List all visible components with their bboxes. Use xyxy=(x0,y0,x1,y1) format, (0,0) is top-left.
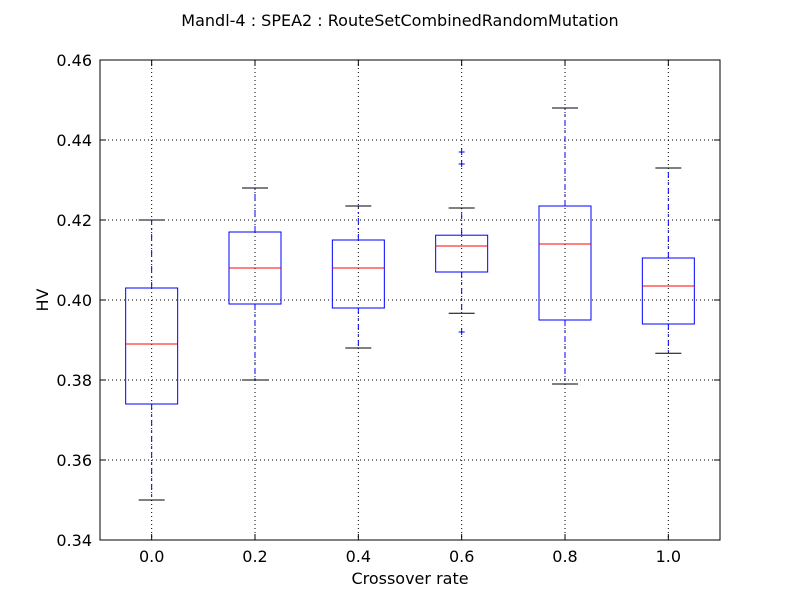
box-group xyxy=(228,187,282,381)
box-iqr xyxy=(538,205,592,321)
y-tick-label: 0.36 xyxy=(56,451,92,470)
box-group xyxy=(331,205,385,349)
x-tick-label: 0.0 xyxy=(139,547,164,566)
outlier-point xyxy=(458,161,465,167)
box-iqr xyxy=(125,287,179,405)
y-tick-label: 0.40 xyxy=(56,291,92,310)
y-tick-label: 0.34 xyxy=(56,531,92,550)
y-tick-label: 0.42 xyxy=(56,211,92,230)
box-iqr xyxy=(435,234,489,273)
box-iqr xyxy=(331,239,385,309)
box-group xyxy=(641,167,695,354)
box-group xyxy=(538,107,592,385)
box-series xyxy=(125,107,695,501)
x-tick-label: 1.0 xyxy=(656,547,681,566)
box-iqr xyxy=(641,257,695,325)
x-tick-label: 0.8 xyxy=(552,547,577,566)
x-tick-label: 0.4 xyxy=(346,547,371,566)
outlier-point xyxy=(458,149,465,155)
grid-lines xyxy=(100,60,720,540)
outlier-point xyxy=(458,329,465,335)
axis-ticks: 0.34 0.36 0.38 0.40 0.42 0.44 0.46 0.0 0.2 0.4 0.6… xyxy=(56,51,720,566)
y-tick-label: 0.46 xyxy=(56,51,92,70)
y-tick-label: 0.44 xyxy=(56,131,92,150)
box-group xyxy=(435,149,489,335)
x-axis-label: Crossover rate xyxy=(351,569,468,588)
chart-title: Mandl-4 : SPEA2 : RouteSetCombinedRandom… xyxy=(181,11,618,30)
y-tick-label: 0.38 xyxy=(56,371,92,390)
box-group xyxy=(125,219,179,501)
x-tick-label: 0.2 xyxy=(242,547,267,566)
x-tick-label: 0.6 xyxy=(449,547,474,566)
y-axis-label: HV xyxy=(33,288,52,311)
